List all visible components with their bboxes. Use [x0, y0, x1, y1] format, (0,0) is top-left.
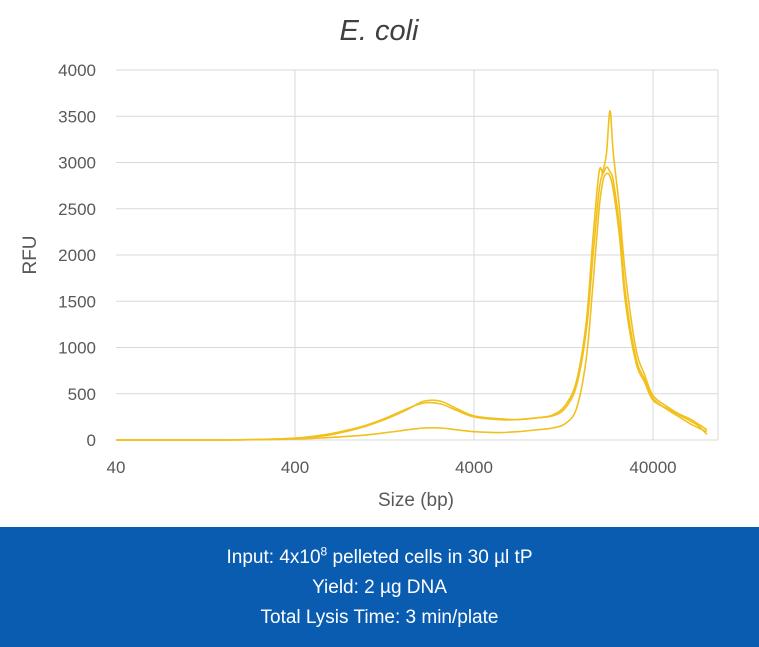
x-tick-label: 4000 [455, 458, 493, 477]
x-tick-label: 40 [107, 458, 126, 477]
series-group [116, 109, 708, 441]
y-axis-label: RFU [20, 235, 41, 274]
grid [116, 69, 719, 441]
lysis-time-line: Total Lysis Time: 3 min/plate [260, 607, 499, 628]
info-footer: Input: 4x108 pelleted cells in 30 µl tP … [0, 527, 759, 647]
y-tick-label: 1000 [58, 339, 96, 358]
x-tick-label: 40000 [629, 458, 676, 477]
input-exponent: 8 [320, 544, 328, 559]
x-axis-label: Size (bp) [378, 490, 454, 511]
y-tick-label: 1500 [58, 292, 96, 311]
chart-area: E. coli 0 500 1000 1500 2000 2500 3000 3500 4000… [20, 15, 719, 511]
yield-line: Yield: 2 µg DNA [312, 577, 447, 598]
y-tick-label: 3500 [58, 107, 96, 126]
y-tick-label: 2500 [58, 200, 96, 219]
y-tick-label: 0 [87, 431, 96, 450]
chart-title: E. coli [340, 15, 421, 47]
input-line: Input: 4x108 pelleted cells in 30 µl tP [0, 543, 759, 573]
input-suffix: pelleted cells in 30 µl tP [327, 547, 533, 568]
series-line-1 [116, 166, 708, 441]
x-tick-label: 400 [281, 458, 309, 477]
y-tick-label: 2000 [58, 246, 96, 265]
series-line-3 [116, 172, 708, 441]
x-axis-ticks: 40 400 4000 40000 [107, 458, 677, 477]
y-axis-ticks: 0 500 1000 1500 2000 2500 3000 3500 4000 [58, 61, 96, 450]
y-tick-label: 500 [68, 385, 96, 404]
y-tick-label: 3000 [58, 154, 96, 173]
chart-svg: E. coli 05001000150020002500300035004000… [20, 15, 719, 511]
y-tick-label: 4000 [58, 61, 96, 80]
series-line-2 [116, 109, 708, 441]
input-prefix: Input: 4x10 [226, 547, 321, 568]
